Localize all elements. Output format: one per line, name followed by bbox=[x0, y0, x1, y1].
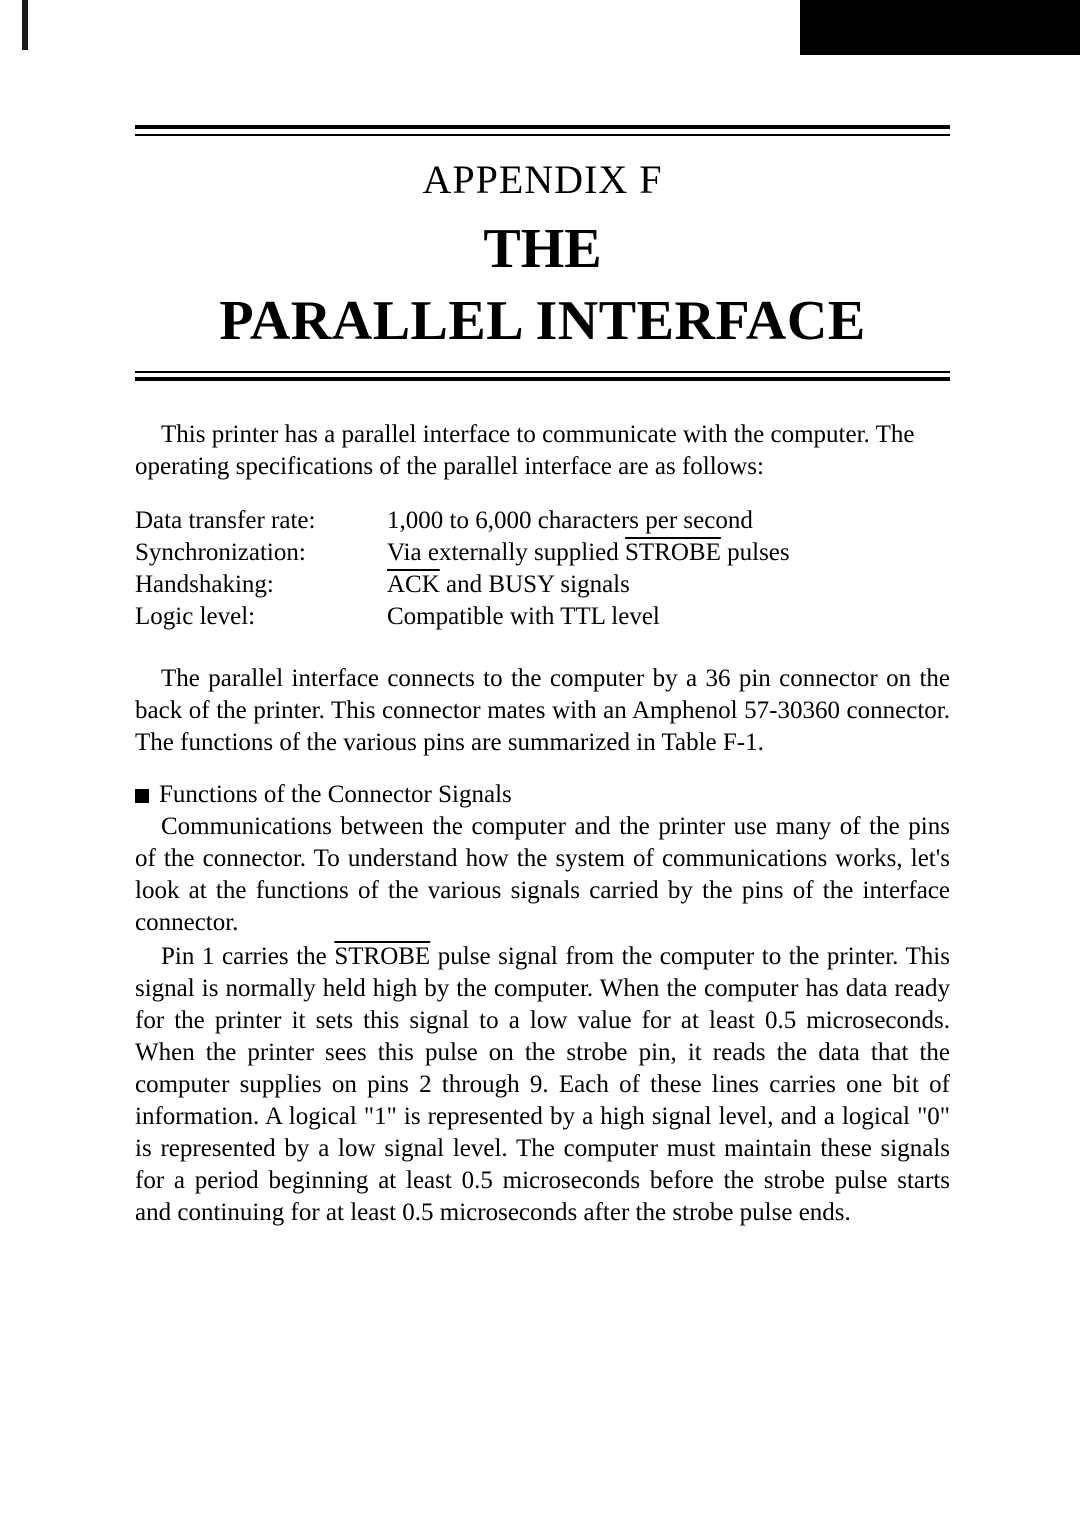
spec-row: Data transfer rate: 1,000 to 6,000 chara… bbox=[135, 505, 950, 537]
spec-row: Logic level: Compatible with TTL level bbox=[135, 601, 950, 633]
spec-row: Handshaking: ACK and BUSY signals bbox=[135, 569, 950, 601]
spec-value: Via externally supplied STROBE pulses bbox=[387, 537, 950, 569]
appendix-label: APPENDIX F bbox=[135, 156, 950, 203]
spec-label: Handshaking: bbox=[135, 569, 387, 601]
document-page: APPENDIX F THE PARALLEL INTERFACE This p… bbox=[0, 0, 1080, 1289]
communications-paragraph: Communications between the computer and … bbox=[135, 811, 950, 939]
scan-artifact-corner bbox=[800, 0, 1080, 55]
spec-value: ACK and BUSY signals bbox=[387, 569, 950, 601]
main-title: PARALLEL INTERFACE bbox=[135, 289, 950, 353]
square-bullet-icon bbox=[135, 789, 149, 803]
top-double-rule bbox=[135, 125, 950, 136]
title-the: THE bbox=[135, 217, 950, 281]
section-header: Functions of the Connector Signals bbox=[135, 781, 950, 809]
spec-label: Logic level: bbox=[135, 601, 387, 633]
connector-paragraph: The parallel interface connects to the c… bbox=[135, 663, 950, 759]
strobe-paragraph: Pin 1 carries the STROBE pulse signal fr… bbox=[135, 941, 950, 1229]
spec-value: Compatible with TTL level bbox=[387, 601, 950, 633]
spec-table: Data transfer rate: 1,000 to 6,000 chara… bbox=[135, 505, 950, 633]
bottom-double-rule bbox=[135, 371, 950, 381]
intro-paragraph: This printer has a parallel interface to… bbox=[135, 419, 950, 483]
scan-artifact-tick bbox=[22, 0, 28, 50]
spec-label: Synchronization: bbox=[135, 537, 387, 569]
spec-label: Data transfer rate: bbox=[135, 505, 387, 537]
spec-row: Synchronization: Via externally supplied… bbox=[135, 537, 950, 569]
section-header-text: Functions of the Connector Signals bbox=[159, 781, 512, 809]
spec-value: 1,000 to 6,000 characters per second bbox=[387, 505, 950, 537]
